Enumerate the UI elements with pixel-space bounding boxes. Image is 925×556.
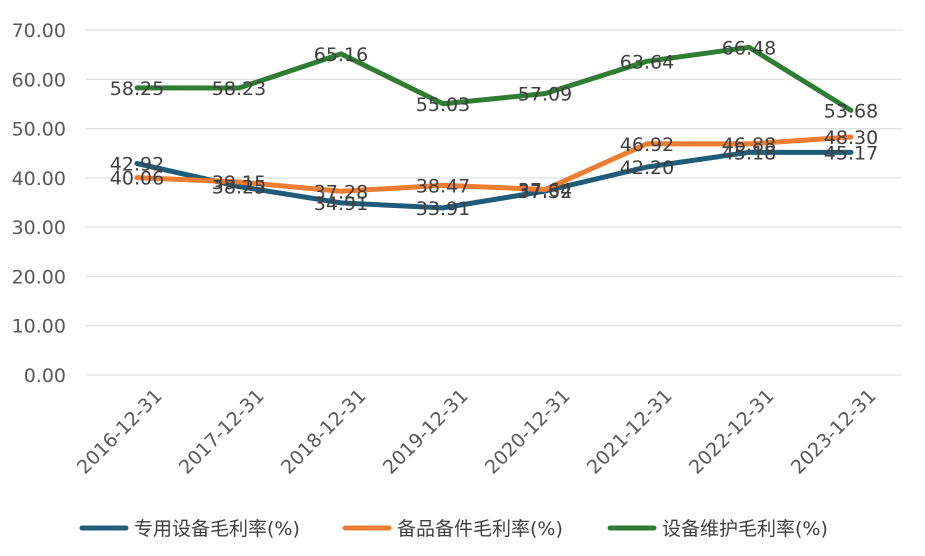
grid-layer [86, 29, 902, 376]
y-tick-label: 40.00 [12, 168, 66, 190]
y-tick-label: 30.00 [12, 217, 66, 239]
data-label: 48.30 [824, 127, 878, 149]
data-label: 45.18 [722, 142, 776, 164]
data-label: 38.25 [212, 176, 266, 198]
legend-label: 备品备件毛利率(%) [397, 518, 563, 540]
data-label: 37.64 [518, 179, 572, 201]
y-tick-label: 20.00 [12, 266, 66, 288]
data-label: 57.09 [518, 84, 572, 106]
data-label: 38.47 [416, 175, 470, 197]
x-tick-label: 2020-12-31 [481, 385, 575, 479]
series-line [134, 149, 854, 211]
data-label: 39.15 [212, 172, 266, 194]
y-tick-label: 50.00 [12, 119, 66, 141]
data-label-layer: 42.92 38.25 34.91 33.91 37.32 42.20 45.18 45.17… [110, 37, 878, 220]
x-tick-label: 2021-12-31 [583, 385, 677, 479]
legend-label: 专用设备毛利率(%) [134, 518, 300, 540]
series-line [134, 44, 854, 113]
data-label: 45.17 [824, 142, 878, 164]
data-label: 46.88 [722, 134, 776, 156]
data-label: 40.06 [110, 168, 164, 190]
x-tick-label: 2017-12-31 [175, 385, 269, 479]
data-label: 53.68 [824, 100, 878, 122]
data-label: 34.91 [314, 193, 368, 215]
x-tick-label: 2018-12-31 [277, 385, 371, 479]
x-tick-label: 2019-12-31 [379, 385, 473, 479]
series-line [134, 134, 854, 194]
series-layer [134, 44, 854, 211]
data-label: 33.91 [416, 198, 470, 220]
y-tick-label: 60.00 [12, 69, 66, 91]
data-label: 46.92 [620, 134, 674, 156]
legend: 专用设备毛利率(%) 备品备件毛利率(%) 设备维护毛利率(%) [79, 518, 828, 540]
data-label: 37.32 [518, 181, 572, 203]
data-label: 42.92 [110, 153, 164, 175]
data-label: 58.23 [212, 78, 266, 100]
x-tick-label: 2022-12-31 [685, 385, 779, 479]
data-label: 55.03 [416, 94, 470, 116]
x-axis: 2016-12-31 2017-12-31 2018-12-31 2019-12-31… [73, 385, 881, 479]
data-label: 66.48 [722, 37, 776, 59]
x-tick-label: 2016-12-31 [73, 385, 167, 479]
data-label: 65.16 [314, 44, 368, 66]
y-tick-label: 0.00 [24, 365, 66, 387]
x-tick-label: 2023-12-31 [787, 385, 881, 479]
data-label: 37.28 [314, 181, 368, 203]
data-label: 58.25 [110, 78, 164, 100]
data-label: 42.20 [620, 157, 674, 179]
y-tick-label: 70.00 [12, 20, 66, 42]
y-tick-label: 10.00 [12, 316, 66, 338]
data-label: 63.64 [620, 51, 674, 73]
y-axis: 0.00 10.00 20.00 30.00 40.00 50.00 60.00 70.00 [12, 20, 66, 387]
legend-label: 设备维护毛利率(%) [662, 518, 828, 540]
